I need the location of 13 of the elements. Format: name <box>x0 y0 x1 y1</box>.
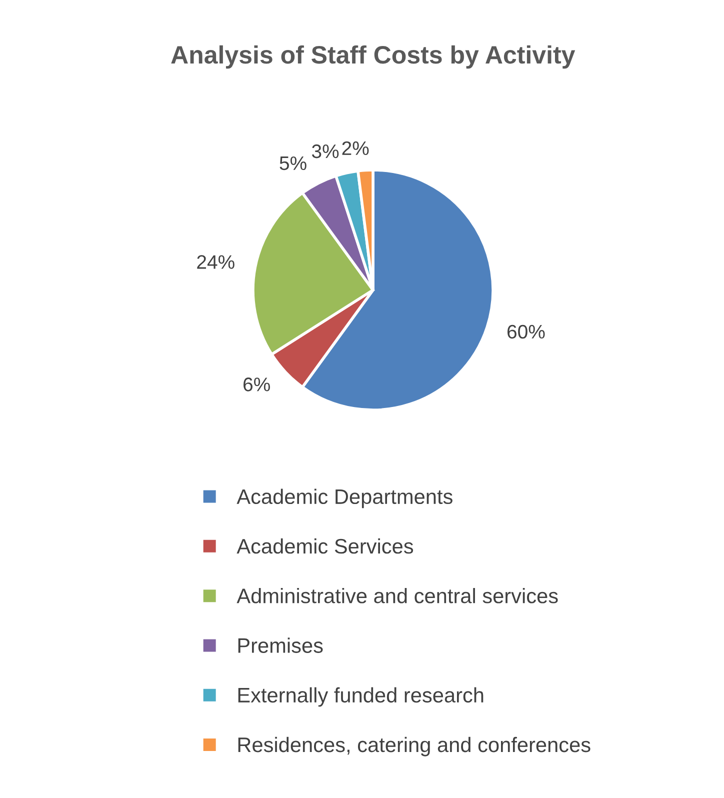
legend-label: Residences, catering and conferences <box>238 736 590 756</box>
legend-label: Academic Departments <box>236 488 452 508</box>
data-label: 24% <box>197 255 234 269</box>
chart-title: Analysis of Staff Costs by Activity <box>171 45 576 69</box>
data-label: 2% <box>342 141 369 156</box>
data-label: 5% <box>280 156 306 170</box>
legend-label: Administrative and central services <box>236 588 558 604</box>
legend-label: Externally funded research <box>238 687 484 707</box>
data-label: 6% <box>244 378 270 392</box>
data-label: 3% <box>312 144 339 158</box>
legend-label: Academic Services <box>236 538 414 554</box>
legend-label: Premises <box>238 638 323 653</box>
data-label: 60% <box>508 324 545 339</box>
